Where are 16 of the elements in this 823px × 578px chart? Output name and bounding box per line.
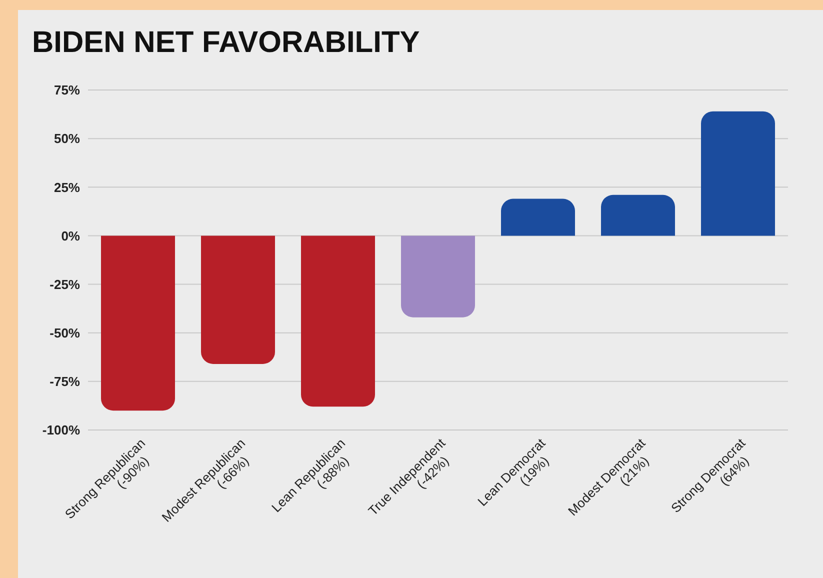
y-tick-label: 25%: [54, 180, 80, 195]
bar: [401, 236, 475, 318]
bar: [601, 194, 675, 236]
bar: [701, 111, 775, 236]
bar: [301, 236, 375, 407]
y-tick-label: -25%: [50, 276, 80, 292]
bar: [101, 236, 175, 411]
y-tick-label: -75%: [50, 374, 80, 390]
y-tick-label: 50%: [54, 131, 80, 146]
chart-title: BIDEN NET FAVORABILITY: [32, 26, 420, 60]
y-tick-label: -100%: [42, 422, 80, 438]
y-tick-label: 0%: [61, 228, 80, 244]
bar: [501, 198, 575, 236]
y-tick-label: 75%: [54, 82, 80, 98]
y-tick-label: -50%: [50, 325, 80, 340]
bar: [201, 236, 275, 364]
